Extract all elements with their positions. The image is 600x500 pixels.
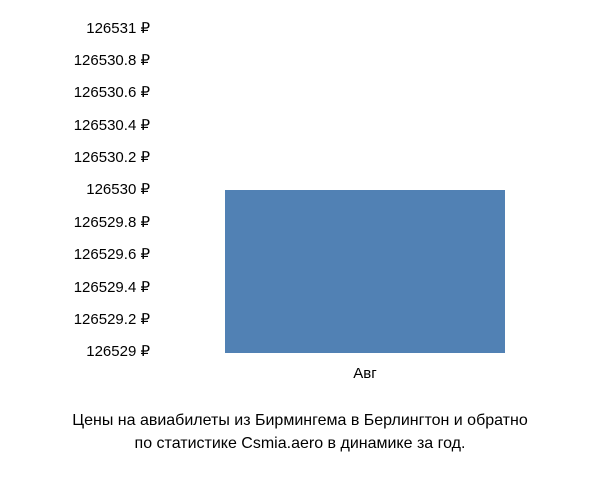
y-axis: 126531 ₽ 126530.8 ₽ 126530.6 ₽ 126530.4 … [30,20,150,360]
chart-caption: Цены на авиабилеты из Бирмингема в Берли… [0,410,600,455]
y-tick: 126529.8 ₽ [30,214,150,230]
y-tick: 126530.8 ₽ [30,52,150,68]
y-tick: 126529 ₽ [30,344,150,360]
chart-container: 126531 ₽ 126530.8 ₽ 126530.6 ₽ 126530.4 … [30,20,570,380]
y-tick: 126530 ₽ [30,182,150,198]
x-category-label: Авг [353,365,376,382]
bar [225,190,505,353]
plot-area [165,27,565,353]
x-axis: Авг [165,365,565,382]
y-tick: 126529.6 ₽ [30,247,150,263]
y-tick: 126529.4 ₽ [30,279,150,295]
caption-line-2: по статистике Csmia.aero в динамике за г… [135,435,466,452]
y-tick: 126530.2 ₽ [30,150,150,166]
y-tick: 126531 ₽ [30,20,150,36]
caption-line-1: Цены на авиабилеты из Бирмингема в Берли… [72,412,527,429]
y-tick: 126530.4 ₽ [30,117,150,133]
y-tick: 126529.2 ₽ [30,312,150,328]
y-tick: 126530.6 ₽ [30,85,150,101]
